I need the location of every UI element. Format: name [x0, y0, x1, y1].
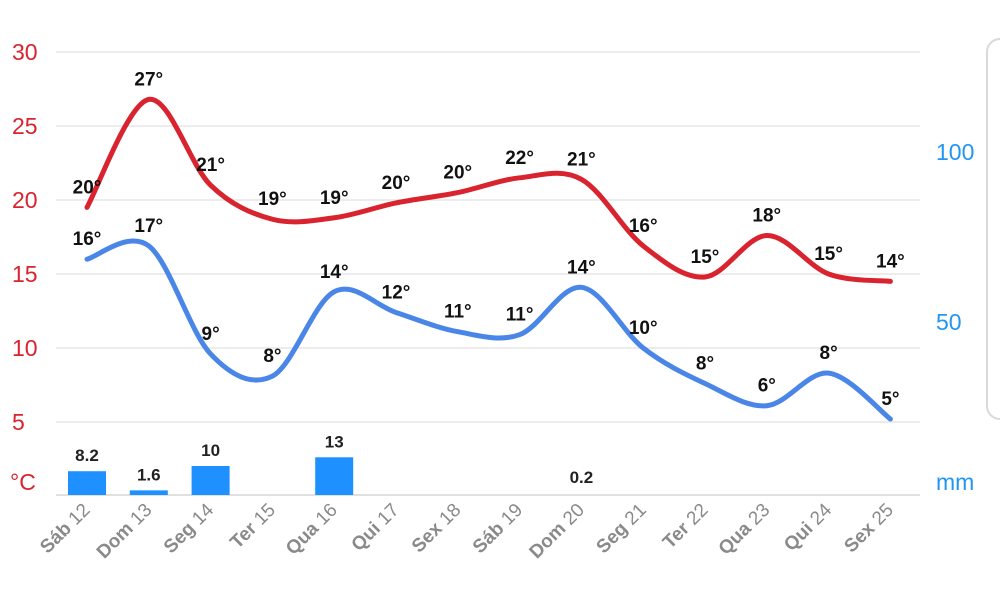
max-temp-label: 20°	[382, 173, 411, 194]
max-temp-label: 20°	[73, 177, 102, 198]
x-tick-label: Seg 14	[160, 499, 218, 557]
y-axis-tick-label: 15	[12, 261, 38, 287]
y-axis-tick-label: 5	[12, 409, 25, 435]
x-tick-label: Qua 23	[715, 500, 775, 560]
min-temp-label: 8°	[263, 346, 281, 367]
precip-bar	[191, 466, 230, 495]
precip-bar	[129, 490, 168, 495]
max-temp-label: 21°	[567, 149, 596, 170]
precip-bar	[315, 457, 354, 495]
max-temp-label: 18°	[752, 206, 781, 227]
x-tick-label: Qua 16	[282, 500, 342, 560]
x-tick-label: Qui 24	[780, 499, 836, 555]
max-temp-label: 15°	[814, 244, 843, 265]
min-temp-label: 16°	[73, 229, 102, 250]
min-temp-label: 12°	[382, 282, 411, 303]
min-temp-label: 14°	[320, 262, 349, 283]
precip-bar-label: 0.2	[570, 468, 594, 487]
x-tick-label: Dom 20	[526, 500, 589, 563]
x-tick-label: Qui 17	[348, 500, 404, 556]
precip-bar-label: 8.2	[75, 446, 99, 465]
max-temp-label: 27°	[134, 69, 163, 90]
min-temp-label: 5°	[881, 389, 899, 410]
min-temp-label: 9°	[202, 324, 220, 345]
max-temp-label: 19°	[258, 189, 287, 210]
max-temperature-line	[84, 96, 893, 284]
side-panel-edge	[986, 38, 1000, 420]
right-axis-tick-label: 100	[936, 139, 974, 165]
min-temp-label: 14°	[567, 257, 596, 278]
precip-bar-label: 10	[201, 441, 220, 460]
min-temp-label: 11°	[506, 305, 534, 326]
precip-bar-label: 1.6	[137, 465, 161, 484]
x-tick-label: Seg 21	[593, 500, 651, 558]
max-temp-label: 21°	[196, 155, 225, 176]
min-temp-label: 8°	[820, 343, 838, 364]
precip-bar	[68, 471, 106, 495]
min-temperature-line	[84, 238, 893, 422]
max-temp-label: 22°	[505, 148, 534, 169]
x-tick-label: Ter 15	[226, 500, 279, 553]
right-axis-tick-label: 50	[936, 309, 962, 335]
min-temp-label: 10°	[629, 318, 658, 339]
x-tick-label: Sex 25	[840, 500, 897, 557]
y-axis-unit-label: °C	[10, 469, 36, 495]
max-temp-label: 14°	[876, 251, 905, 272]
x-tick-label: Sex 18	[408, 500, 465, 557]
max-temp-label: 16°	[629, 216, 658, 237]
x-tick-label: Ter 22	[659, 500, 712, 553]
x-tick-label: Sáb 12	[36, 500, 94, 558]
y-axis-tick-label: 30	[12, 39, 38, 65]
min-temp-label: 17°	[134, 216, 163, 237]
x-tick-label: Sáb 19	[469, 500, 527, 558]
min-temp-label: 8°	[696, 354, 714, 375]
x-tick-label: Dom 13	[93, 500, 156, 563]
max-temp-label: 19°	[320, 188, 349, 209]
y-axis-tick-label: 20	[12, 187, 38, 213]
max-temp-label: 20°	[443, 163, 472, 184]
y-axis-tick-label: 25	[12, 113, 38, 139]
precip-bar-label: 13	[325, 432, 344, 451]
right-axis-unit-label: mm	[936, 469, 974, 495]
max-temp-label: 15°	[691, 247, 720, 268]
min-temp-label: 6°	[758, 376, 776, 397]
y-axis-tick-label: 10	[12, 335, 38, 361]
min-temp-label: 11°	[444, 302, 472, 323]
